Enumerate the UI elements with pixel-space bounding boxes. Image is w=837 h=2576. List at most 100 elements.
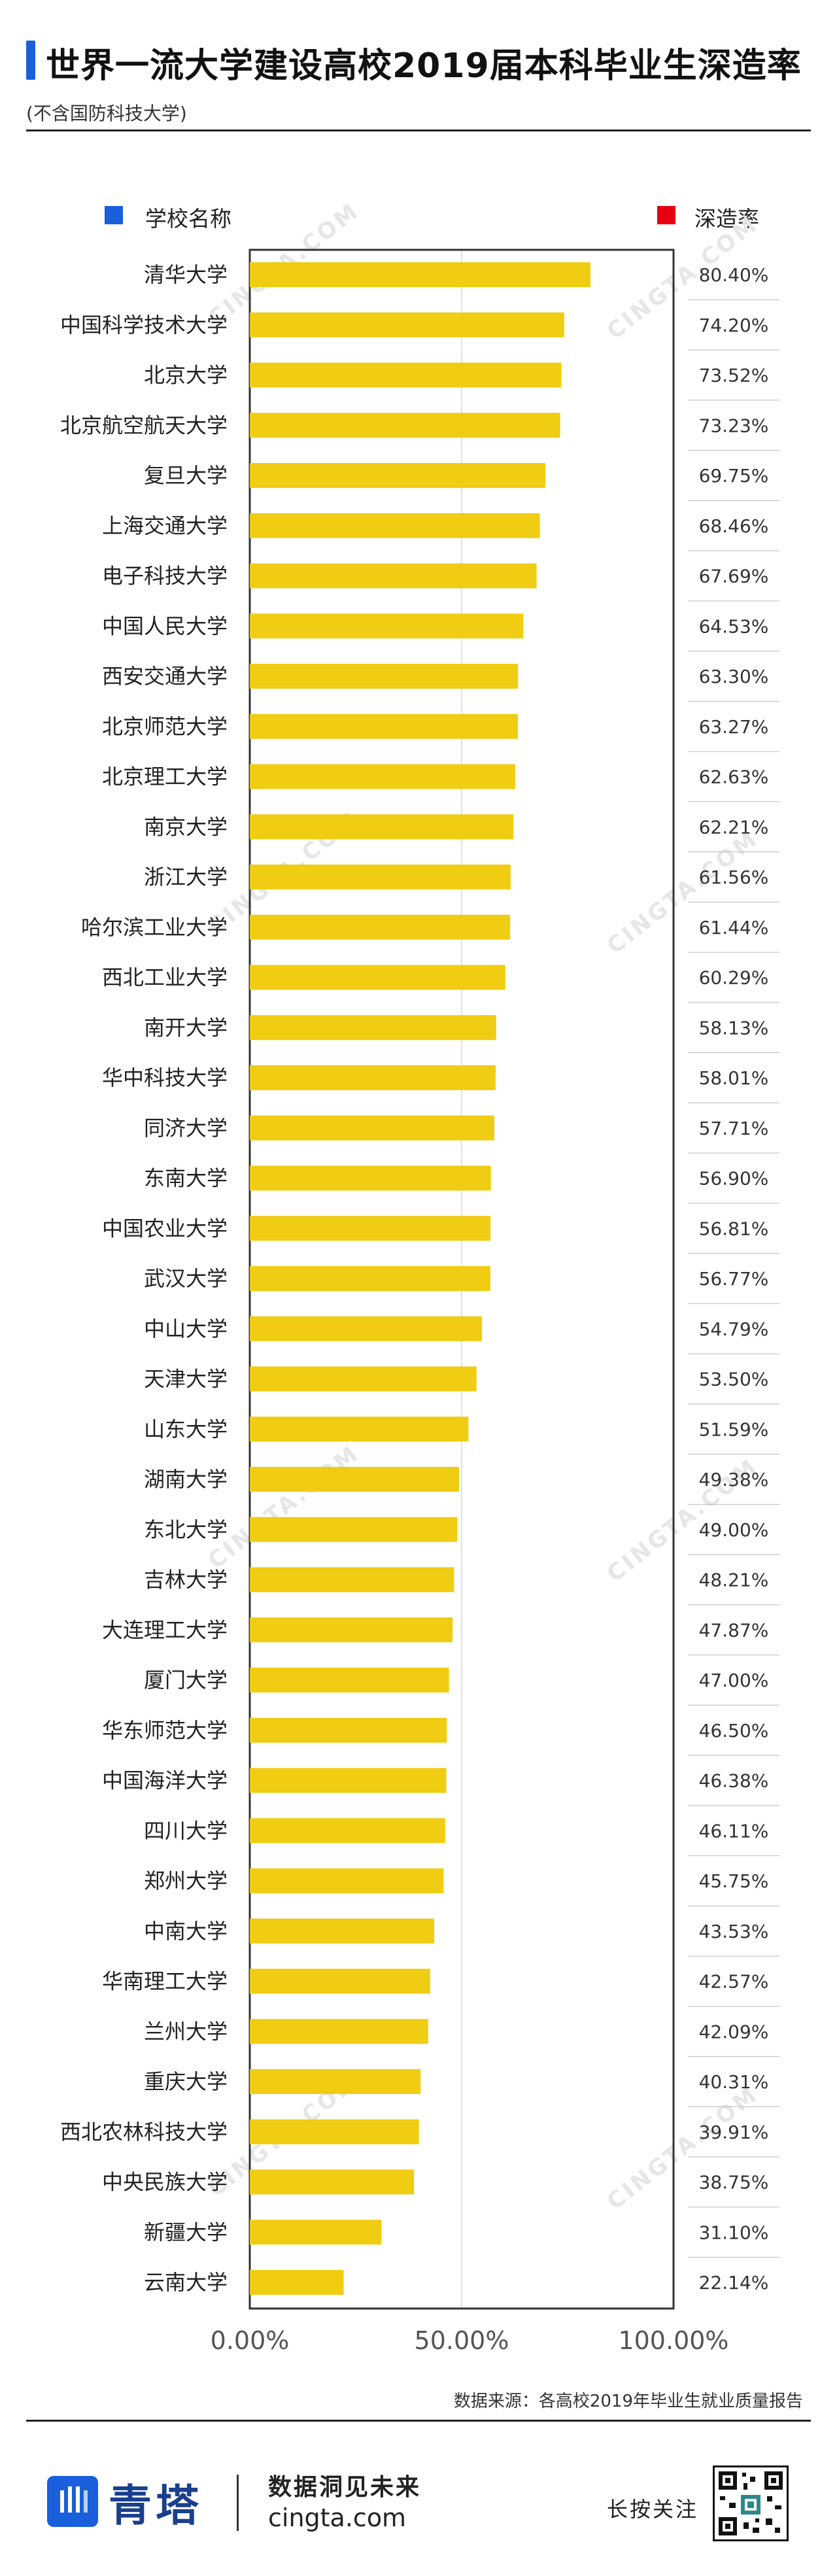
bar-8: [250, 664, 519, 689]
value-label: 40.31%: [699, 2071, 769, 2093]
watermark-text: CINGTA.COM: [203, 1440, 364, 1574]
bar-16: [250, 1065, 496, 1090]
category-label: 南京大学: [144, 814, 228, 839]
category-label: 中国农业大学: [102, 1216, 228, 1241]
category-label: 东南大学: [144, 1166, 228, 1191]
footer-divider: [26, 2420, 811, 2422]
x-tick-label: 0.00%: [211, 2326, 290, 2355]
bar-3: [250, 413, 560, 438]
value-label: 80.40%: [699, 264, 769, 286]
bar-25: [250, 1517, 458, 1542]
bar-9: [250, 713, 518, 739]
bar-35: [250, 2019, 428, 2044]
value-label: 48.21%: [699, 1570, 769, 1591]
value-label: 74.20%: [699, 315, 769, 336]
brand-divider: [237, 2475, 239, 2531]
legend-blue-square-icon: [105, 206, 123, 224]
value-label: 63.27%: [699, 716, 769, 738]
category-label: 华中科技大学: [102, 1065, 228, 1090]
bar-39: [250, 2220, 382, 2245]
legend-red-square-icon: [657, 206, 675, 224]
value-label: 61.56%: [699, 867, 769, 888]
brand-slogan: 数据洞见未来: [268, 2474, 422, 2501]
legend-school-label: 学校名称: [145, 206, 231, 232]
value-label: 42.57%: [699, 1971, 769, 1993]
category-label: 上海交通大学: [102, 513, 228, 538]
category-label: 重庆大学: [144, 2069, 228, 2094]
bar-23: [250, 1417, 469, 1442]
bar-4: [250, 463, 545, 488]
value-label: 61.44%: [699, 917, 769, 938]
category-label: 湖南大学: [144, 1467, 228, 1492]
category-label: 西北农林科技大学: [60, 2120, 228, 2144]
category-label: 东北大学: [144, 1517, 228, 1542]
value-label: 46.11%: [699, 1820, 769, 1842]
category-label: 复旦大学: [144, 463, 228, 488]
category-label: 华南理工大学: [102, 1969, 228, 1994]
bar-14: [250, 965, 505, 990]
category-label: 天津大学: [144, 1367, 228, 1392]
watermark-text: CINGTA.COM: [602, 2081, 763, 2215]
brand-url[interactable]: cingta.com: [268, 2503, 407, 2532]
category-label: 中山大学: [144, 1316, 228, 1341]
value-label: 47.00%: [699, 1670, 769, 1691]
x-tick-label: 100.00%: [618, 2326, 728, 2355]
bar-7: [250, 613, 524, 639]
category-label: 西北工业大学: [102, 965, 228, 990]
category-label: 郑州大学: [144, 1868, 228, 1893]
category-label: 四川大学: [144, 1818, 228, 1843]
bar-24: [250, 1467, 459, 1492]
category-label: 中南大学: [144, 1919, 228, 1944]
value-label: 58.01%: [699, 1067, 769, 1089]
value-label: 49.38%: [699, 1469, 769, 1490]
bar-40: [250, 2270, 344, 2295]
bar-11: [250, 814, 514, 840]
category-label: 兰州大学: [144, 2019, 228, 2044]
category-label: 电子科技大学: [102, 564, 228, 589]
value-label: 56.90%: [699, 1168, 769, 1190]
legend-rate-label: 深造率: [694, 206, 759, 232]
bar-15: [250, 1015, 496, 1040]
value-label: 54.79%: [699, 1318, 769, 1340]
value-label: 60.29%: [699, 967, 769, 989]
category-label: 浙江大学: [144, 865, 228, 889]
page-subtitle: (不含国防科技大学): [26, 103, 187, 124]
category-label: 北京理工大学: [102, 764, 228, 789]
category-label: 武汉大学: [144, 1266, 228, 1291]
category-label: 厦门大学: [144, 1668, 228, 1692]
value-label: 45.75%: [699, 1870, 769, 1892]
header-divider: [26, 129, 811, 131]
value-label: 22.14%: [699, 2272, 769, 2293]
value-label: 31.10%: [699, 2222, 769, 2243]
bar-17: [250, 1115, 494, 1141]
bar-28: [250, 1668, 449, 1692]
bar-29: [250, 1717, 447, 1743]
bar-36: [250, 2069, 421, 2094]
bar-30: [250, 1768, 447, 1793]
category-label: 北京师范大学: [102, 714, 228, 739]
category-label: 北京航空航天大学: [60, 413, 228, 438]
value-label: 62.63%: [699, 766, 769, 788]
category-label: 西安交通大学: [102, 664, 228, 689]
category-label: 中国科学技术大学: [60, 313, 228, 337]
bar-6: [250, 563, 537, 589]
follow-prompt: 长按关注: [607, 2497, 699, 2522]
bar-21: [250, 1316, 483, 1341]
value-label: 67.69%: [699, 566, 769, 587]
value-label: 51.59%: [699, 1418, 769, 1440]
cingta-logo-icon: [47, 2476, 98, 2527]
value-label: 58.13%: [699, 1017, 769, 1039]
qr-code-icon[interactable]: [713, 2465, 789, 2541]
data-source: 数据来源：各高校2019年毕业生就业质量报告: [453, 2392, 803, 2411]
bar-26: [250, 1567, 454, 1592]
category-label: 吉林大学: [144, 1568, 228, 1592]
value-label: 43.53%: [699, 1921, 769, 1942]
category-label: 北京大学: [144, 363, 228, 388]
value-label: 47.87%: [699, 1619, 769, 1641]
bar-19: [250, 1216, 491, 1241]
bar-10: [250, 764, 515, 789]
category-label: 华东师范大学: [102, 1718, 228, 1743]
category-label: 哈尔滨工业大学: [81, 915, 228, 940]
bar-33: [250, 1918, 435, 1944]
